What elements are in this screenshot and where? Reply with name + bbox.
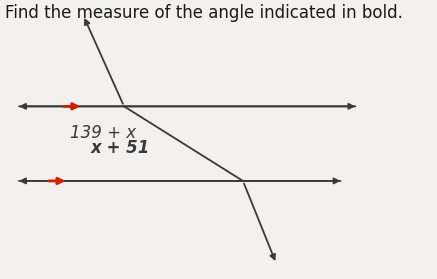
Text: Find the measure of the angle indicated in bold.: Find the measure of the angle indicated …: [5, 4, 403, 22]
Text: 139 + x: 139 + x: [70, 124, 136, 142]
Text: x + 51: x + 51: [90, 140, 150, 157]
